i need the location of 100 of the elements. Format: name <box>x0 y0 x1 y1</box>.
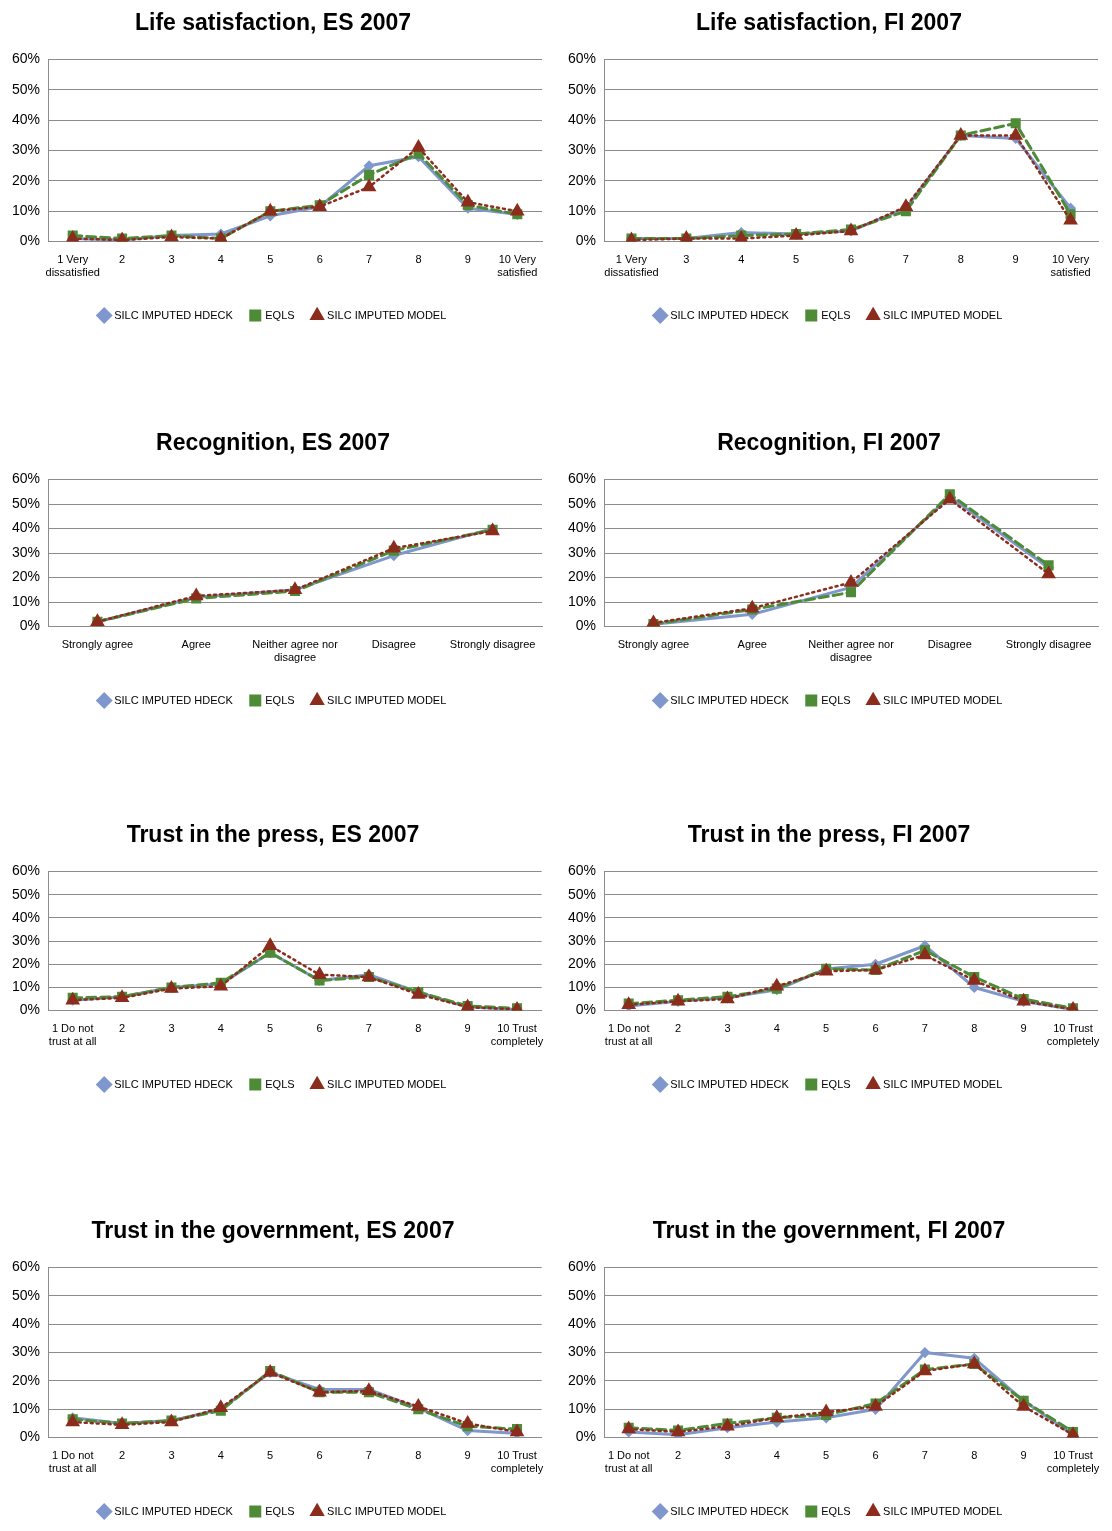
y-tick-label: 40% <box>567 111 597 128</box>
x-tick-label: 10 Trust completely <box>1046 1022 1100 1048</box>
y-tick-label: 40% <box>11 1315 41 1332</box>
x-tick-label: 1 Very dissatisfied <box>45 253 100 279</box>
x-tick-label: 8 <box>415 1022 422 1035</box>
legend-label: SILC IMPUTED HDECK <box>670 1077 790 1090</box>
y-tick-label: 60% <box>11 1258 41 1275</box>
y-tick-label: 60% <box>567 50 597 67</box>
x-tick-label: 7 <box>366 253 373 266</box>
y-tick-label: 40% <box>567 908 597 925</box>
x-tick-label: 4 <box>217 1022 224 1035</box>
y-tick-label: 50% <box>11 885 41 902</box>
x-tick-label: 4 <box>738 253 745 266</box>
x-tick-label: 3 <box>168 253 175 266</box>
y-tick-label: 20% <box>11 1371 41 1388</box>
x-tick-label: 8 <box>971 1449 978 1462</box>
chart-title: Trust in the government, FI 2007 <box>652 1217 1006 1244</box>
y-tick-label: 30% <box>567 1343 597 1360</box>
y-tick-label: 50% <box>11 1286 41 1303</box>
legend-label: EQLS <box>821 1077 851 1090</box>
x-tick-label: 3 <box>168 1449 175 1462</box>
x-tick-label: Strongly agree <box>61 638 134 651</box>
y-tick-label: 30% <box>11 141 41 158</box>
y-tick-label: 30% <box>11 931 41 948</box>
y-tick-label: 20% <box>567 955 597 972</box>
x-tick-label: 4 <box>773 1022 780 1035</box>
x-tick-label: 5 <box>267 253 274 266</box>
chart-title: Recognition, ES 2007 <box>156 429 390 456</box>
y-tick-label: 0% <box>575 232 597 249</box>
x-tick-label: 2 <box>119 253 126 266</box>
x-tick-label: 1 Do not trust at all <box>604 1022 653 1048</box>
legend-label: EQLS <box>265 1504 295 1517</box>
x-tick-label: 9 <box>464 1449 471 1462</box>
y-tick-label: 10% <box>567 1400 597 1417</box>
legend-label: SILC IMPUTED MODEL <box>883 308 1003 321</box>
x-tick-label: Strongly agree <box>617 638 690 651</box>
x-tick-label: 4 <box>217 253 224 266</box>
y-tick-label: 20% <box>11 568 41 585</box>
y-tick-label: 50% <box>567 494 597 511</box>
legend-label: EQLS <box>821 693 851 706</box>
x-tick-label: Disagree <box>371 638 416 651</box>
y-tick-label: 40% <box>11 519 41 536</box>
x-tick-label: 4 <box>217 1449 224 1462</box>
y-tick-label: 0% <box>19 232 41 249</box>
x-tick-label: Disagree <box>927 638 972 651</box>
y-tick-label: 40% <box>567 519 597 536</box>
legend-label: SILC IMPUTED MODEL <box>883 693 1003 706</box>
x-tick-label: 6 <box>872 1449 879 1462</box>
chart-title: Trust in the press, ES 2007 <box>126 821 420 848</box>
y-tick-label: 60% <box>567 862 597 879</box>
x-tick-label: 7 <box>365 1449 372 1462</box>
x-tick-label: 2 <box>119 1449 126 1462</box>
x-tick-label: 2 <box>675 1022 682 1035</box>
y-tick-label: 40% <box>11 908 41 925</box>
y-tick-label: 10% <box>567 202 597 219</box>
legend-label: EQLS <box>265 308 295 321</box>
x-tick-label: 7 <box>921 1022 928 1035</box>
x-tick-label: 9 <box>1012 253 1019 266</box>
x-tick-label: 8 <box>415 253 422 266</box>
y-tick-label: 20% <box>567 1371 597 1388</box>
y-tick-label: 60% <box>11 50 41 67</box>
x-tick-label: Neither agree nor disagree <box>252 638 339 664</box>
x-tick-label: Agree <box>737 638 767 651</box>
y-tick-label: 20% <box>11 171 41 188</box>
x-tick-label: 9 <box>1020 1449 1027 1462</box>
x-tick-label: 6 <box>316 1449 323 1462</box>
x-tick-label: Neither agree nor disagree <box>808 638 895 664</box>
legend-label: SILC IMPUTED MODEL <box>883 1504 1003 1517</box>
y-tick-label: 50% <box>567 1286 597 1303</box>
x-tick-label: 10 Trust completely <box>490 1449 544 1475</box>
legend-label: SILC IMPUTED MODEL <box>327 1077 447 1090</box>
y-tick-label: 10% <box>11 1400 41 1417</box>
x-tick-label: Agree <box>181 638 211 651</box>
y-tick-label: 20% <box>11 955 41 972</box>
y-tick-label: 60% <box>567 470 597 487</box>
y-tick-label: 20% <box>567 568 597 585</box>
x-tick-label: Strongly disagree <box>1005 638 1092 651</box>
y-tick-label: 30% <box>567 141 597 158</box>
y-tick-label: 10% <box>567 978 597 995</box>
legend-label: SILC IMPUTED HDECK <box>670 308 790 321</box>
x-tick-label: 3 <box>724 1449 731 1462</box>
x-tick-label: 8 <box>971 1022 978 1035</box>
legend-label: SILC IMPUTED HDECK <box>670 693 790 706</box>
x-tick-label: 1 Do not trust at all <box>48 1022 97 1048</box>
legend-label: EQLS <box>821 308 851 321</box>
legend-label: SILC IMPUTED HDECK <box>114 308 234 321</box>
x-tick-label: 8 <box>957 253 964 266</box>
x-tick-label: 9 <box>464 253 471 266</box>
y-tick-label: 10% <box>11 978 41 995</box>
y-tick-label: 0% <box>575 617 597 634</box>
y-tick-label: 60% <box>11 862 41 879</box>
x-tick-label: 10 Trust completely <box>490 1022 544 1048</box>
x-tick-label: 5 <box>823 1449 830 1462</box>
y-tick-label: 0% <box>19 1001 41 1018</box>
y-tick-label: 60% <box>11 470 41 487</box>
y-tick-label: 30% <box>567 931 597 948</box>
y-tick-label: 0% <box>575 1428 597 1445</box>
x-tick-label: Strongly disagree <box>449 638 536 651</box>
x-tick-label: 1 Do not trust at all <box>604 1449 653 1475</box>
x-tick-label: 10 Very satisfied <box>497 253 538 279</box>
